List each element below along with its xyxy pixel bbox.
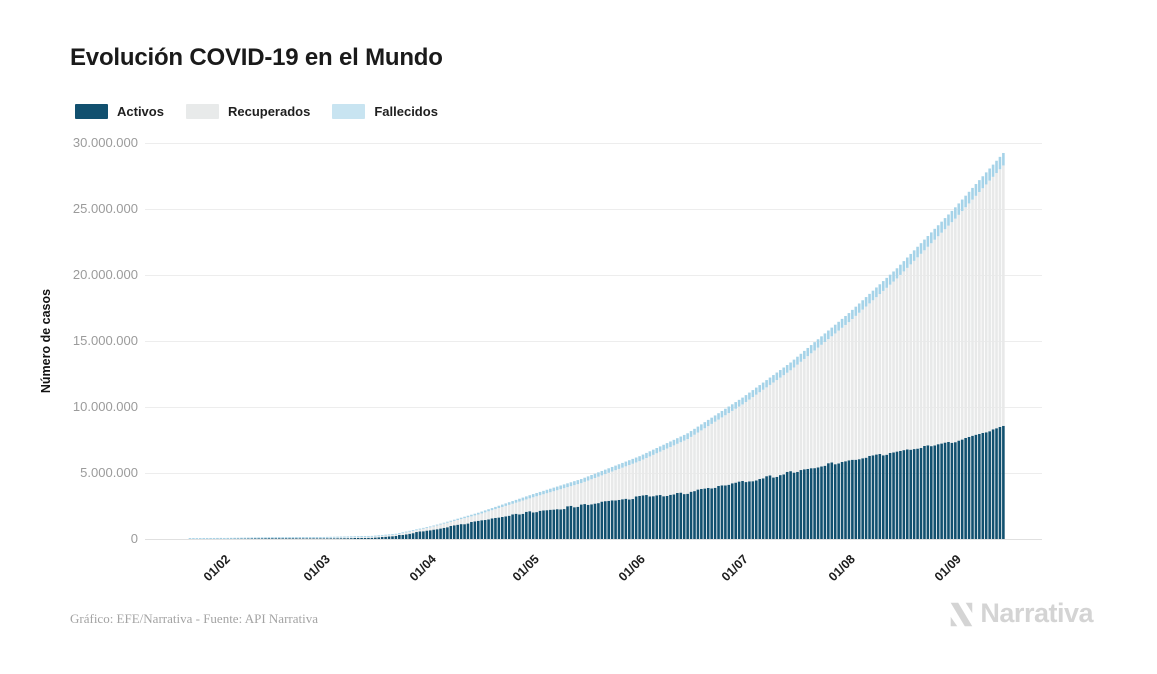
x-tick-label: 01/04	[406, 552, 439, 585]
gridline	[145, 473, 1042, 474]
x-tick-label: 01/06	[616, 552, 649, 585]
gridline	[145, 275, 1042, 276]
y-tick-label: 15.000.000	[72, 333, 138, 348]
fallecidos-swatch-icon	[332, 104, 366, 119]
y-tick-label: 25.000.000	[72, 201, 138, 216]
x-tick-label: 01/03	[300, 552, 333, 585]
narrativa-logo-icon	[951, 602, 973, 626]
narrativa-logo: Narrativa	[946, 598, 1093, 629]
gridline	[145, 341, 1042, 342]
legend-label-recuperados: Recuperados	[227, 104, 311, 119]
brand-name: Narrativa	[980, 598, 1093, 628]
gridline	[145, 209, 1042, 210]
y-tick-label: 30.000.000	[72, 135, 138, 150]
source-credit: Gráfico: EFE/Narrativa - Fuente: API Nar…	[70, 611, 318, 626]
recuperados-swatch-icon	[185, 104, 219, 119]
y-tick-label: 0	[130, 531, 138, 546]
x-tick-label: 01/02	[200, 552, 233, 585]
x-tick-label: 01/05	[509, 552, 542, 585]
gridline	[145, 539, 1042, 540]
legend-label-fallecidos: Fallecidos	[374, 104, 438, 119]
x-tick-label: 01/09	[931, 552, 964, 585]
legend-item-activos: Activos	[75, 104, 164, 119]
legend-label-activos: Activos	[117, 104, 164, 119]
chart-legend: Activos Recuperados Fallecidos	[75, 104, 438, 119]
y-tick-label: 20.000.000	[72, 267, 138, 282]
x-tick-label: 01/07	[719, 552, 752, 585]
legend-item-fallecidos: Fallecidos	[332, 104, 438, 119]
activos-swatch-icon	[75, 104, 108, 119]
x-tick-label: 01/08	[825, 552, 858, 585]
legend-item-recuperados: Recuperados	[185, 104, 311, 119]
gridline	[145, 407, 1042, 408]
gridline	[145, 143, 1042, 144]
chart-title: Evolución COVID-19 en el Mundo	[70, 44, 443, 71]
y-tick-label: 10.000.000	[72, 399, 138, 414]
y-tick-label: 5.000.000	[80, 465, 138, 480]
stacked-bar-plot	[188, 152, 1005, 539]
